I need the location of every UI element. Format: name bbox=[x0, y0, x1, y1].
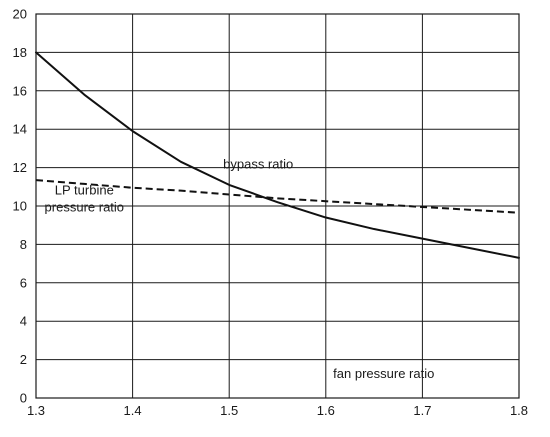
y-tick-label: 4 bbox=[20, 314, 27, 329]
x-axis-tick-labels: 1.3 1.4 1.5 1.6 1.7 1.8 bbox=[27, 403, 528, 418]
x-tick-label: 1.6 bbox=[317, 403, 335, 418]
x-tick-label: 1.7 bbox=[413, 403, 431, 418]
y-tick-label: 0 bbox=[20, 391, 27, 406]
x-tick-label: 1.4 bbox=[124, 403, 142, 418]
y-tick-label: 12 bbox=[13, 160, 27, 175]
x-tick-label: 1.5 bbox=[220, 403, 238, 418]
fan-pressure-ratio-label: fan pressure ratio bbox=[333, 366, 434, 381]
bypass-ratio-label: bypass ratio bbox=[223, 157, 293, 172]
annotations: bypass ratio LP turbine pressure ratio fan … bbox=[45, 157, 435, 381]
x-tick-label: 1.3 bbox=[27, 403, 45, 418]
lp-turbine-pressure-ratio-label: LP turbine pressure ratio bbox=[45, 182, 124, 214]
y-tick-label: 14 bbox=[13, 122, 27, 137]
series-lines bbox=[35, 51, 520, 259]
y-tick-label: 18 bbox=[13, 45, 27, 60]
y-tick-label: 16 bbox=[13, 83, 27, 98]
lp-turbine-pressure-ratio-line bbox=[35, 179, 520, 214]
y-tick-label: 2 bbox=[20, 352, 27, 367]
y-axis-tick-labels: 0 2 4 6 8 10 12 14 16 18 20 bbox=[13, 7, 27, 406]
y-tick-label: 10 bbox=[13, 199, 27, 214]
plot-border bbox=[35, 13, 520, 399]
plot-frame bbox=[35, 13, 520, 399]
bypass-ratio-line bbox=[35, 51, 520, 259]
y-tick-label: 6 bbox=[20, 275, 27, 290]
y-tick-label: 8 bbox=[20, 237, 27, 252]
x-tick-label: 1.8 bbox=[510, 403, 528, 418]
y-tick-label: 20 bbox=[13, 7, 27, 22]
